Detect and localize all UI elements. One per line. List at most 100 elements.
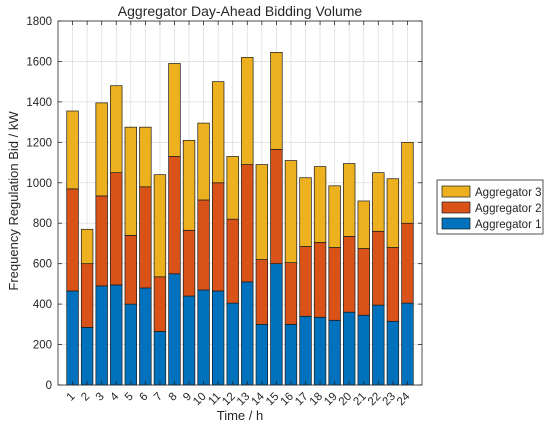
bar-series-3-hour-3 [95, 102, 108, 197]
y-tick-label: 1000 [26, 178, 52, 190]
bar-series-2-hour-22 [372, 230, 385, 306]
bar-series-2-hour-6 [139, 186, 152, 289]
bar-series-2-hour-15 [270, 149, 283, 265]
bar-series-2-hour-7 [153, 276, 167, 332]
bar-series-1-hour-22 [372, 304, 385, 386]
bar-series-1-hour-16 [284, 323, 298, 386]
bar-series-2-hour-14 [255, 259, 269, 325]
bar-series-1-hour-18 [313, 316, 327, 386]
legend: Aggregator 3 Aggregator 2 Aggregator 1 [436, 179, 544, 235]
bar-series-3-hour-23 [386, 178, 400, 248]
bar-series-3-hour-24 [401, 141, 414, 224]
y-tick-label: 1400 [26, 97, 52, 109]
y-tick-label: 1800 [26, 16, 52, 28]
bar-series-1-hour-10 [197, 289, 210, 386]
bar-series-2-hour-19 [328, 247, 341, 321]
x-axis-label: Time / h [217, 408, 263, 423]
bar-series-2-hour-1 [66, 188, 79, 292]
bar-series-3-hour-15 [270, 51, 283, 150]
bar-series-1-hour-5 [124, 303, 137, 386]
bar-series-2-hour-18 [313, 242, 327, 318]
bar-series-1-hour-20 [343, 311, 356, 386]
bar-series-1-hour-21 [357, 314, 370, 386]
bar-series-3-hour-1 [66, 110, 79, 190]
bar-series-3-hour-18 [313, 166, 327, 243]
axes [57, 20, 423, 386]
bar-series-1-hour-3 [95, 285, 108, 386]
bar-series-2-hour-10 [197, 199, 210, 291]
bar-series-3-hour-21 [357, 200, 370, 249]
bar-series-2-hour-8 [168, 156, 181, 275]
bar-series-3-hour-20 [343, 163, 356, 237]
x-tick-label: 6 [137, 391, 150, 404]
x-tick-label: 7 [152, 391, 165, 404]
bar-series-1-hour-13 [241, 281, 254, 386]
bar-series-3-hour-19 [328, 185, 341, 248]
bar-series-1-hour-2 [80, 327, 94, 386]
bar-series-1-hour-15 [270, 263, 283, 386]
y-tick-label: 1600 [26, 56, 52, 68]
bar-series-3-hour-16 [284, 160, 298, 264]
bar-series-3-hour-10 [197, 122, 210, 201]
bar-series-1-hour-12 [226, 302, 239, 386]
x-tick-label: 1 [65, 391, 78, 404]
legend-label: Aggregator 3 [475, 187, 542, 199]
bar-series-1-hour-24 [401, 302, 414, 386]
bar-series-3-hour-17 [299, 177, 312, 247]
x-tick-label: 24 [395, 390, 413, 408]
bar-series-3-hour-5 [124, 126, 137, 236]
bar-series-3-hour-9 [182, 139, 196, 231]
bars [66, 51, 414, 386]
legend-swatch [441, 185, 471, 198]
y-tick-label: 600 [33, 259, 52, 271]
bar-series-3-hour-14 [255, 164, 269, 260]
bar-series-3-hour-11 [211, 81, 225, 184]
axes-box [57, 20, 423, 386]
bar-series-1-hour-23 [386, 320, 400, 386]
y-axis-label: Frequency Regulation Bid / kW [6, 111, 21, 291]
bar-series-2-hour-16 [284, 262, 298, 325]
bar-series-1-hour-8 [168, 273, 181, 386]
bar-series-2-hour-4 [110, 172, 123, 286]
y-tick-label: 400 [33, 299, 52, 311]
bar-series-2-hour-9 [182, 229, 196, 297]
bar-series-2-hour-2 [80, 263, 94, 328]
y-tick-label: 200 [33, 340, 52, 352]
bar-series-1-hour-4 [110, 284, 123, 386]
bar-series-2-hour-20 [343, 236, 356, 313]
bar-series-2-hour-3 [95, 195, 108, 287]
bar-series-3-hour-4 [110, 85, 123, 174]
x-tick-label: 11 [206, 391, 223, 408]
x-tick-label: 3 [94, 391, 107, 404]
bar-series-1-hour-19 [328, 319, 341, 386]
bar-series-2-hour-5 [124, 235, 137, 305]
bar-series-3-hour-2 [80, 228, 94, 265]
bar-series-1-hour-1 [66, 290, 79, 386]
legend-swatch [441, 217, 471, 230]
x-tick-label: 2 [79, 391, 92, 404]
y-tick-label: 1200 [26, 137, 52, 149]
bar-series-1-hour-6 [139, 287, 152, 386]
bar-series-1-hour-7 [153, 331, 167, 386]
chart-title: Aggregator Day-Ahead Bidding Volume [118, 3, 363, 19]
bar-series-3-hour-7 [153, 174, 167, 278]
bar-series-3-hour-22 [372, 172, 385, 232]
bar-series-3-hour-12 [226, 156, 239, 220]
bar-series-3-hour-6 [139, 126, 152, 188]
bar-series-2-hour-12 [226, 218, 239, 304]
legend-label: Aggregator 1 [475, 219, 542, 231]
x-tick-label: 4 [108, 390, 121, 403]
bar-series-1-hour-9 [182, 295, 196, 386]
bar-series-1-hour-17 [299, 315, 312, 386]
bar-series-2-hour-11 [211, 182, 225, 292]
y-tick-label: 0 [46, 380, 52, 392]
y-tick-label: 800 [33, 218, 52, 230]
x-tick-label: 8 [167, 391, 180, 404]
legend-label: Aggregator 2 [475, 203, 542, 215]
bar-series-2-hour-24 [401, 222, 414, 304]
x-tick-label: 5 [123, 391, 136, 404]
bar-series-3-hour-13 [241, 57, 254, 165]
bar-series-2-hour-13 [241, 164, 254, 283]
